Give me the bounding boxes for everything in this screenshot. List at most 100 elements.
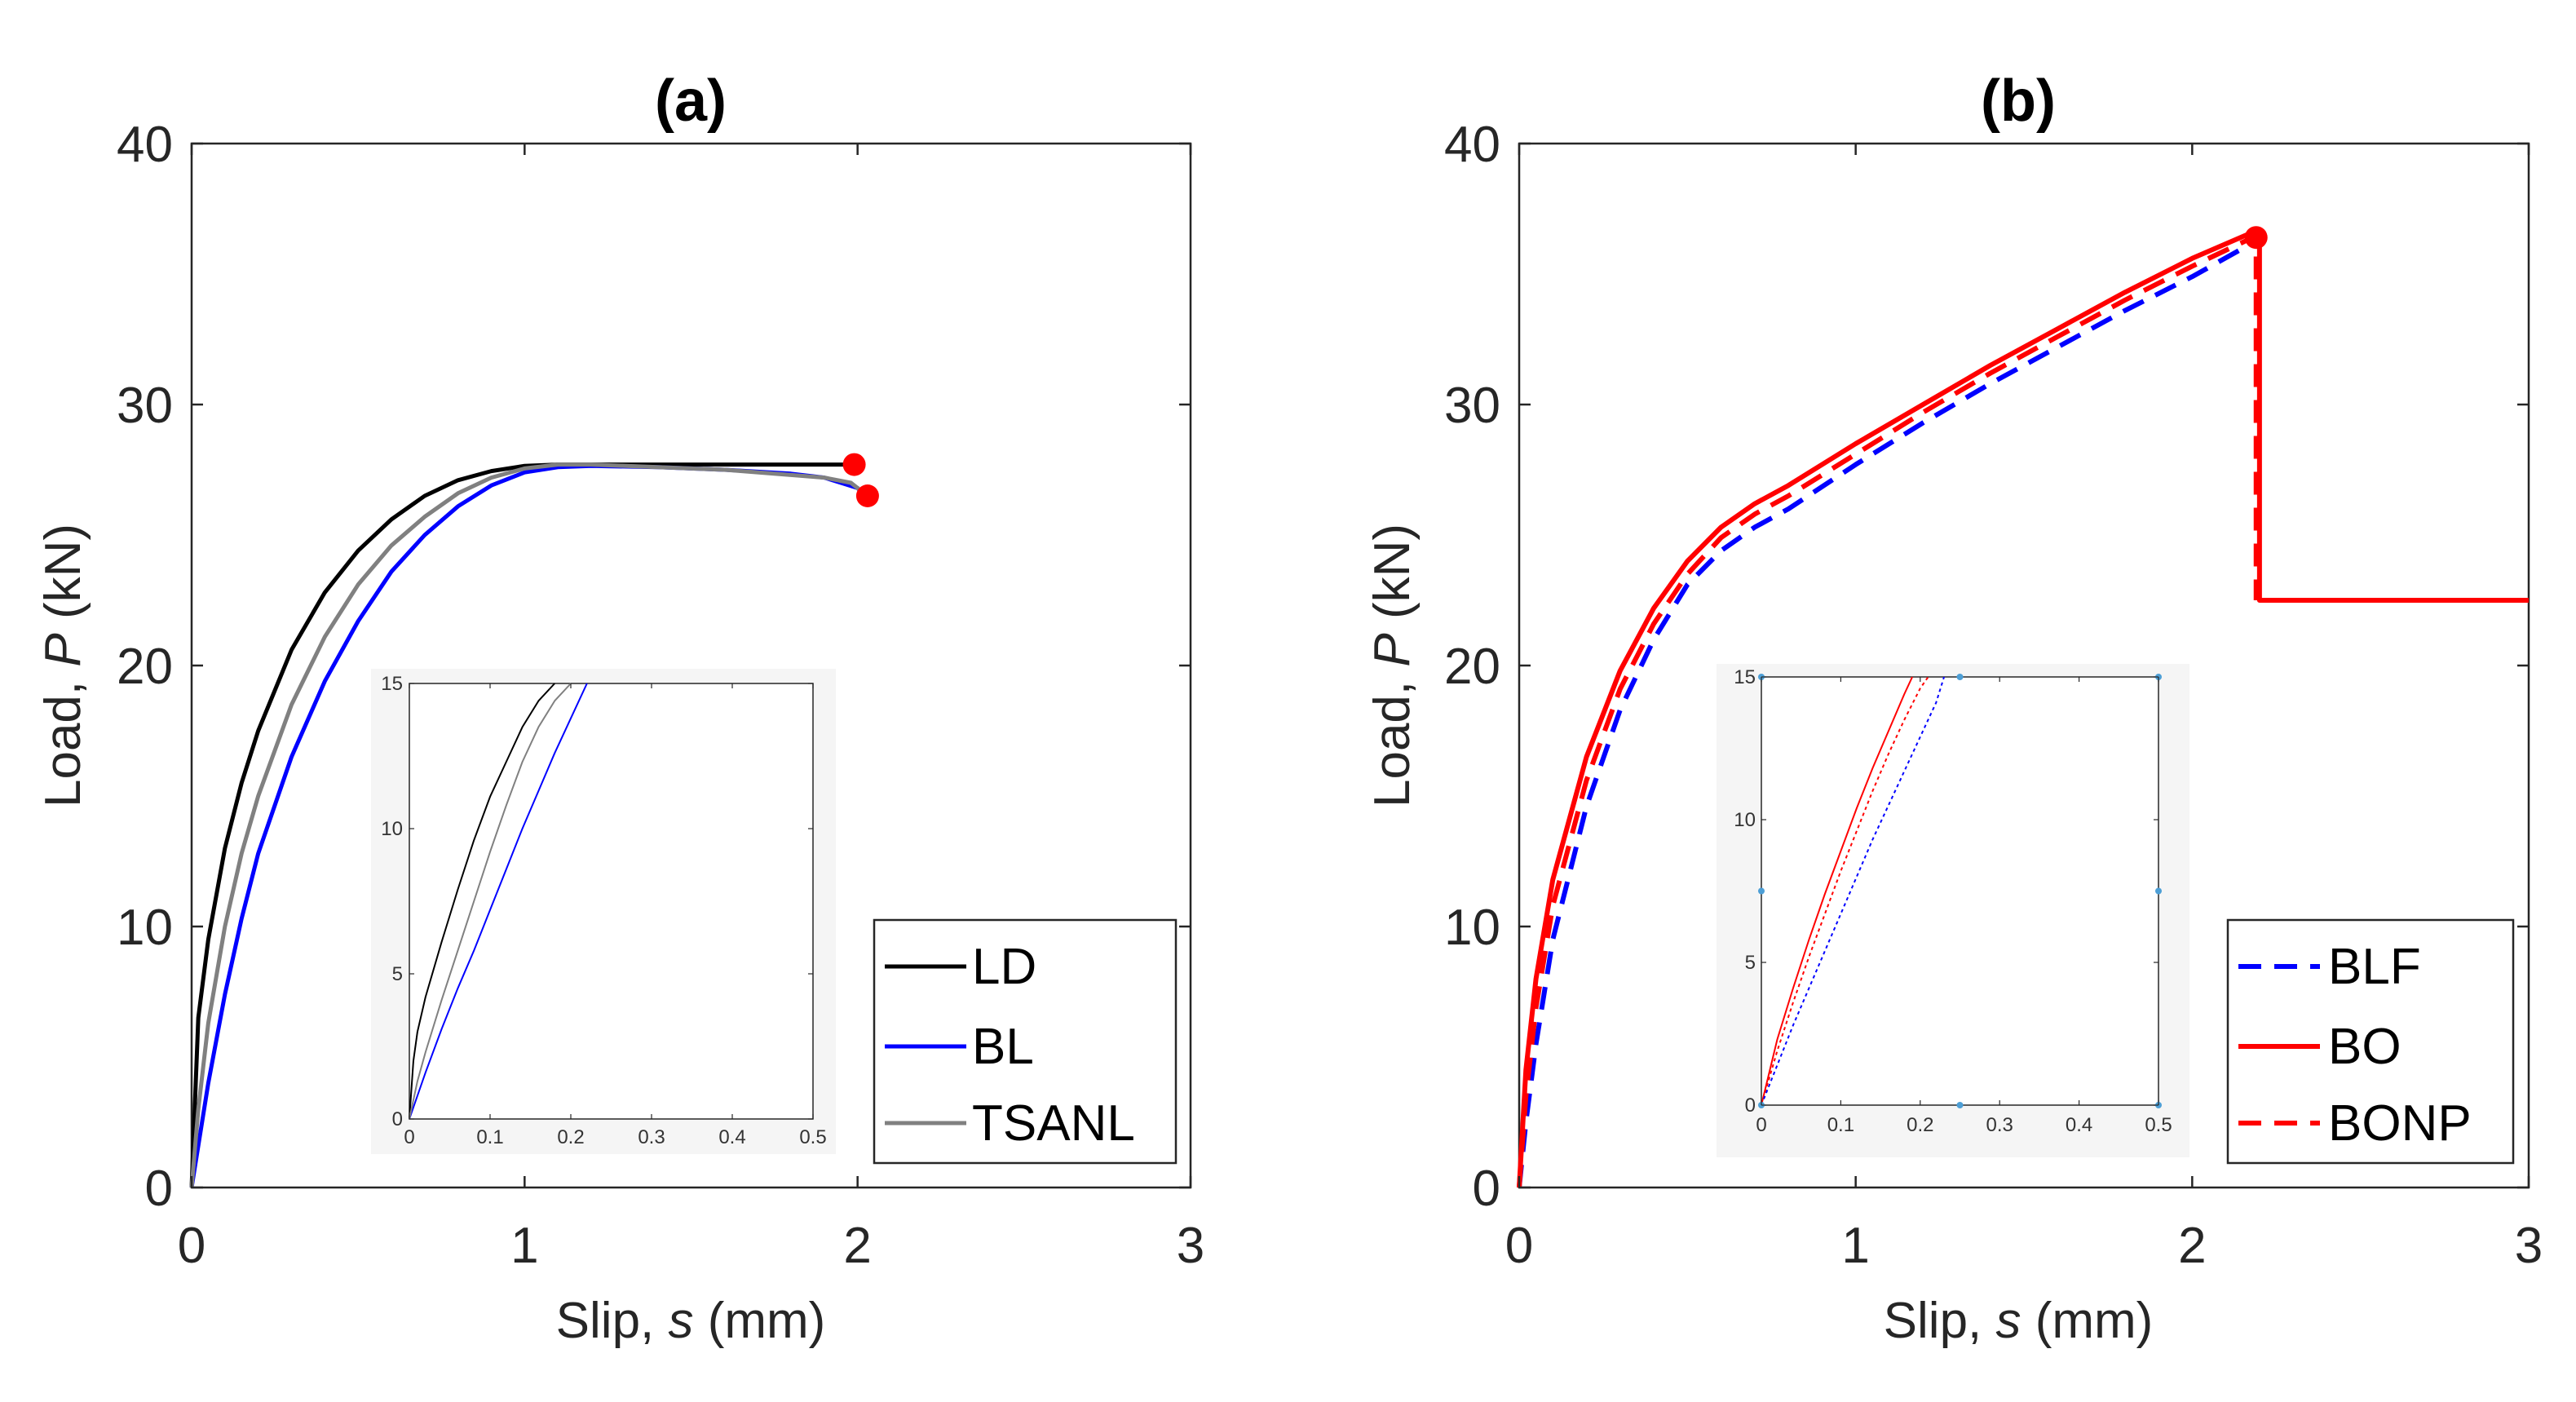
series-line-bl — [409, 683, 588, 1120]
panel-b: (b) 0 1 2 3 0 10 20 30 40 Slip, s (mm) L… — [1364, 69, 2543, 1349]
panel-a-inset-x-tick-label: 0.3 — [638, 1126, 665, 1148]
panel-b-marker-layer — [2244, 226, 2268, 250]
legend-label-tsanl: TSANL — [972, 1095, 1135, 1152]
panel-b-x-tick-label: 3 — [2515, 1218, 2543, 1274]
panel-b-x-label-unit: (mm) — [2021, 1293, 2154, 1349]
panel-a-x-tick-label: 3 — [1177, 1218, 1204, 1274]
panel-b-inset-y-tick-label: 0 — [1745, 1095, 1756, 1117]
series-line-bo — [1517, 229, 2529, 1188]
legend-label-bo: BO — [2328, 1019, 2401, 1075]
series-line-blf — [1761, 676, 1945, 1106]
panel-a-y-axis: 0 10 20 30 40 — [117, 117, 173, 1217]
panel-a-y-tick-label: 20 — [117, 639, 173, 695]
panel-b-inset-plot-area — [1761, 676, 2159, 1106]
series-line-ld — [409, 683, 555, 1120]
inset-data-point — [1758, 887, 1765, 895]
legend-label-bonp: BONP — [2328, 1095, 2472, 1152]
panel-a-x-tick-label: 1 — [510, 1218, 538, 1274]
panel-a-legend: LD BL TSANL — [873, 918, 1178, 1165]
panel-b-y-axis: 0 10 20 30 40 — [1444, 117, 1500, 1217]
inset-data-point — [1956, 1102, 1964, 1108]
panel-a-y-tick-label: 30 — [117, 378, 173, 434]
panel-b-inset-y-axis: 0 5 10 15 — [1734, 666, 1756, 1117]
panel-b-inset: 0 0.1 0.2 0.3 0.4 0.5 0 5 10 15 — [1717, 664, 2189, 1157]
series-line-blf — [1517, 240, 2255, 1188]
panel-b-x-axis: 0 1 2 3 — [1505, 1218, 2543, 1274]
panel-b-y-tick-label: 30 — [1444, 378, 1500, 434]
panel-a-inset-x-tick-label: 0.2 — [557, 1126, 584, 1148]
series-line-tsanl — [409, 683, 572, 1120]
panel-b-y-tick-label: 40 — [1444, 117, 1500, 173]
panel-b-inset-point-layer — [1758, 674, 2162, 1108]
panel-b-y-axis-label: Load, P (kN) — [1364, 524, 1421, 807]
panel-b-y-tick-label: 20 — [1444, 639, 1500, 695]
panel-b-x-tick-label: 2 — [2178, 1218, 2206, 1274]
legend-label-bl: BL — [972, 1019, 1034, 1075]
series-line-tsanl — [189, 462, 866, 1188]
panel-a-inset-series-layer — [409, 683, 588, 1120]
panel-a-inset-y-axis: 0 5 10 15 — [381, 673, 403, 1130]
panel-b-inset-y-tick-label: 15 — [1734, 666, 1756, 688]
panel-b-inset-x-tick-label: 0.2 — [1907, 1114, 1933, 1136]
panel-a-inset-y-tick-label: 5 — [392, 963, 403, 985]
panel-a-inset: 0 0.1 0.2 0.3 0.4 0.5 0 5 10 15 — [371, 669, 836, 1154]
panel-a-title: (a) — [655, 69, 727, 134]
bi-tick-marks — [1761, 676, 2159, 1106]
panel-b-inset-x-tick-label: 0.1 — [1827, 1114, 1854, 1136]
panel-b-inset-x-tick-label: 0.5 — [2145, 1114, 2172, 1136]
panel-b-inset-y-tick-label: 10 — [1734, 809, 1756, 831]
panel-a-inset-plot-area — [409, 683, 814, 1120]
panel-b-title: (b) — [1981, 69, 2056, 134]
series-line-bonp — [1761, 676, 1929, 1106]
panel-b-y-tick-label: 0 — [1473, 1161, 1500, 1217]
panel-a-inset-y-tick-label: 10 — [381, 818, 403, 840]
panel-a-x-label-unit: (mm) — [694, 1293, 826, 1349]
panel-b-x-tick-label: 1 — [1841, 1218, 1869, 1274]
panel-b-x-axis-label: Slip, s (mm) — [1884, 1293, 2154, 1349]
panel-a-x-axis-label: Slip, s (mm) — [556, 1293, 826, 1349]
panel-a-marker-layer — [842, 453, 879, 507]
failure-point-marker — [2244, 226, 2268, 250]
b-tick-marks — [1518, 142, 2530, 1189]
series-line-bonp — [1517, 235, 2259, 1188]
panel-b-legend: BLF BO BONP — [2226, 918, 2515, 1165]
panel-b-inset-y-tick-label: 5 — [1745, 952, 1756, 974]
panel-a-y-tick-label: 10 — [117, 900, 173, 956]
panel-a-x-tick-label: 0 — [178, 1218, 205, 1274]
panel-b-y-label-text: Load, — [1364, 667, 1421, 807]
panel-a-inset-x-tick-label: 0.1 — [476, 1126, 503, 1148]
panel-a-y-tick-label: 40 — [117, 117, 173, 173]
panel-b-inset-x-tick-label: 0.4 — [2066, 1114, 2092, 1136]
panel-a-y-label-unit: (kN) — [35, 524, 91, 633]
panel-a-inset-x-tick-label: 0 — [404, 1126, 414, 1148]
failure-point-marker — [855, 484, 879, 507]
panel-b-inset-x-tick-label: 0.3 — [1986, 1114, 2013, 1136]
inset-data-point — [2155, 887, 2162, 895]
panel-a-inset-x-tick-label: 0.5 — [799, 1126, 826, 1148]
panel-a-y-tick-label: 0 — [145, 1161, 173, 1217]
panel-b-y-label-unit: (kN) — [1364, 524, 1421, 633]
panel-a-y-label-text: Load, — [35, 667, 91, 807]
panel-a-inset-y-tick-label: 0 — [392, 1108, 403, 1130]
panel-a-inset-x-tick-label: 0.4 — [718, 1126, 745, 1148]
panel-a-x-label-text: Slip, — [556, 1293, 669, 1349]
a-tick-marks — [190, 142, 1192, 1189]
panel-a-x-axis: 0 1 2 3 — [178, 1218, 1204, 1274]
panel-b-inset-x-axis: 0 0.1 0.2 0.3 0.4 0.5 — [1756, 1114, 2172, 1136]
inset-data-point — [1956, 674, 1964, 680]
panel-b-inset-x-tick-label: 0 — [1756, 1114, 1766, 1136]
panel-b-inset-series-layer — [1761, 676, 1945, 1106]
panel-b-series-layer — [1517, 229, 2529, 1188]
panel-b-x-label-text: Slip, — [1884, 1293, 1996, 1349]
panel-a: (a) 0 1 2 3 0 10 20 30 40 Slip, s (mm) L… — [35, 69, 1204, 1349]
panel-b-y-tick-label: 10 — [1444, 900, 1500, 956]
panel-b-y-label-var: P — [1364, 633, 1421, 666]
panel-a-x-label-var: s — [669, 1293, 694, 1349]
panel-b-x-label-var: s — [1996, 1293, 2021, 1349]
panel-a-inset-y-tick-label: 15 — [381, 673, 403, 695]
panel-a-x-tick-label: 2 — [843, 1218, 871, 1274]
panel-a-inset-x-axis: 0 0.1 0.2 0.3 0.4 0.5 — [404, 1126, 826, 1148]
series-line-ld — [189, 462, 851, 1188]
panel-b-x-tick-label: 0 — [1505, 1218, 1533, 1274]
